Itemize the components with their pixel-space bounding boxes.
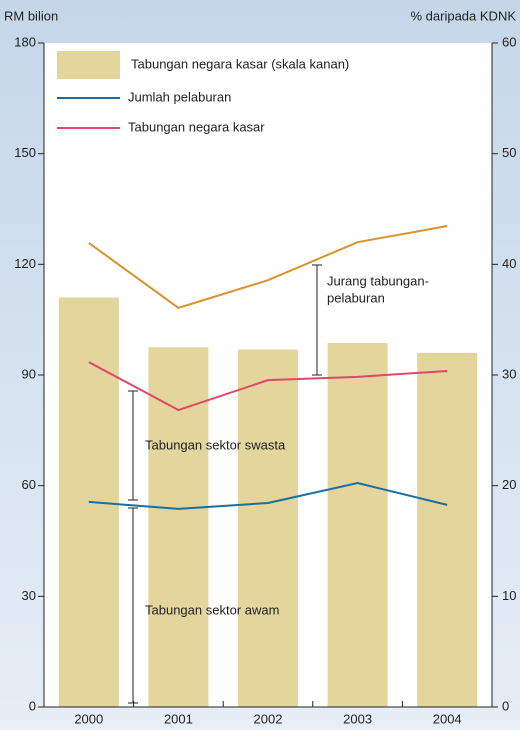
legend-label: Tabungan negara kasar (skala kanan) xyxy=(131,56,349,71)
bar xyxy=(238,349,298,707)
y2-axis-label: % daripada KDNK xyxy=(411,8,517,23)
x-tick-label: 2004 xyxy=(433,711,462,726)
x-tick-label: 2001 xyxy=(164,711,193,726)
line xyxy=(88,361,448,412)
line xyxy=(88,482,448,510)
bar xyxy=(148,347,209,707)
annotation: Tabungan sektor awam xyxy=(145,602,279,617)
x-tick-label: 2000 xyxy=(74,711,103,726)
marks xyxy=(58,224,478,707)
y-axis-label: RM bilion xyxy=(4,8,58,23)
y-tick-label: 150 xyxy=(14,145,36,160)
y-tick-label: 30 xyxy=(22,588,36,603)
legend-label: Jumlah pelaburan xyxy=(128,89,231,104)
y-tick-label: 180 xyxy=(14,34,36,49)
bar xyxy=(417,352,478,707)
y2-tick-label: 0 xyxy=(502,698,509,713)
legend-label: Tabungan negara kasar xyxy=(128,119,265,134)
brackets xyxy=(128,264,322,704)
annotation: Jurang tabungan- xyxy=(327,273,429,288)
y-tick-label: 90 xyxy=(22,366,36,381)
y-tick-label: 120 xyxy=(14,256,36,271)
x-tick-label: 2002 xyxy=(254,711,283,726)
y2-tick-label: 50 xyxy=(502,145,516,160)
annotation: pelaburan xyxy=(327,290,385,305)
y-tick-label: 0 xyxy=(29,698,36,713)
y2-tick-label: 30 xyxy=(502,366,516,381)
y2-tick-label: 60 xyxy=(502,34,516,49)
line xyxy=(88,224,448,309)
x-tick-label: 2003 xyxy=(343,711,372,726)
y2-tick-label: 40 xyxy=(502,256,516,271)
y2-tick-label: 20 xyxy=(502,477,516,492)
annotation: Tabungan sektor swasta xyxy=(145,437,286,452)
y2-tick-label: 10 xyxy=(502,588,516,603)
y-tick-label: 60 xyxy=(22,477,36,492)
legend-swatch xyxy=(57,51,120,79)
bar xyxy=(327,342,388,707)
